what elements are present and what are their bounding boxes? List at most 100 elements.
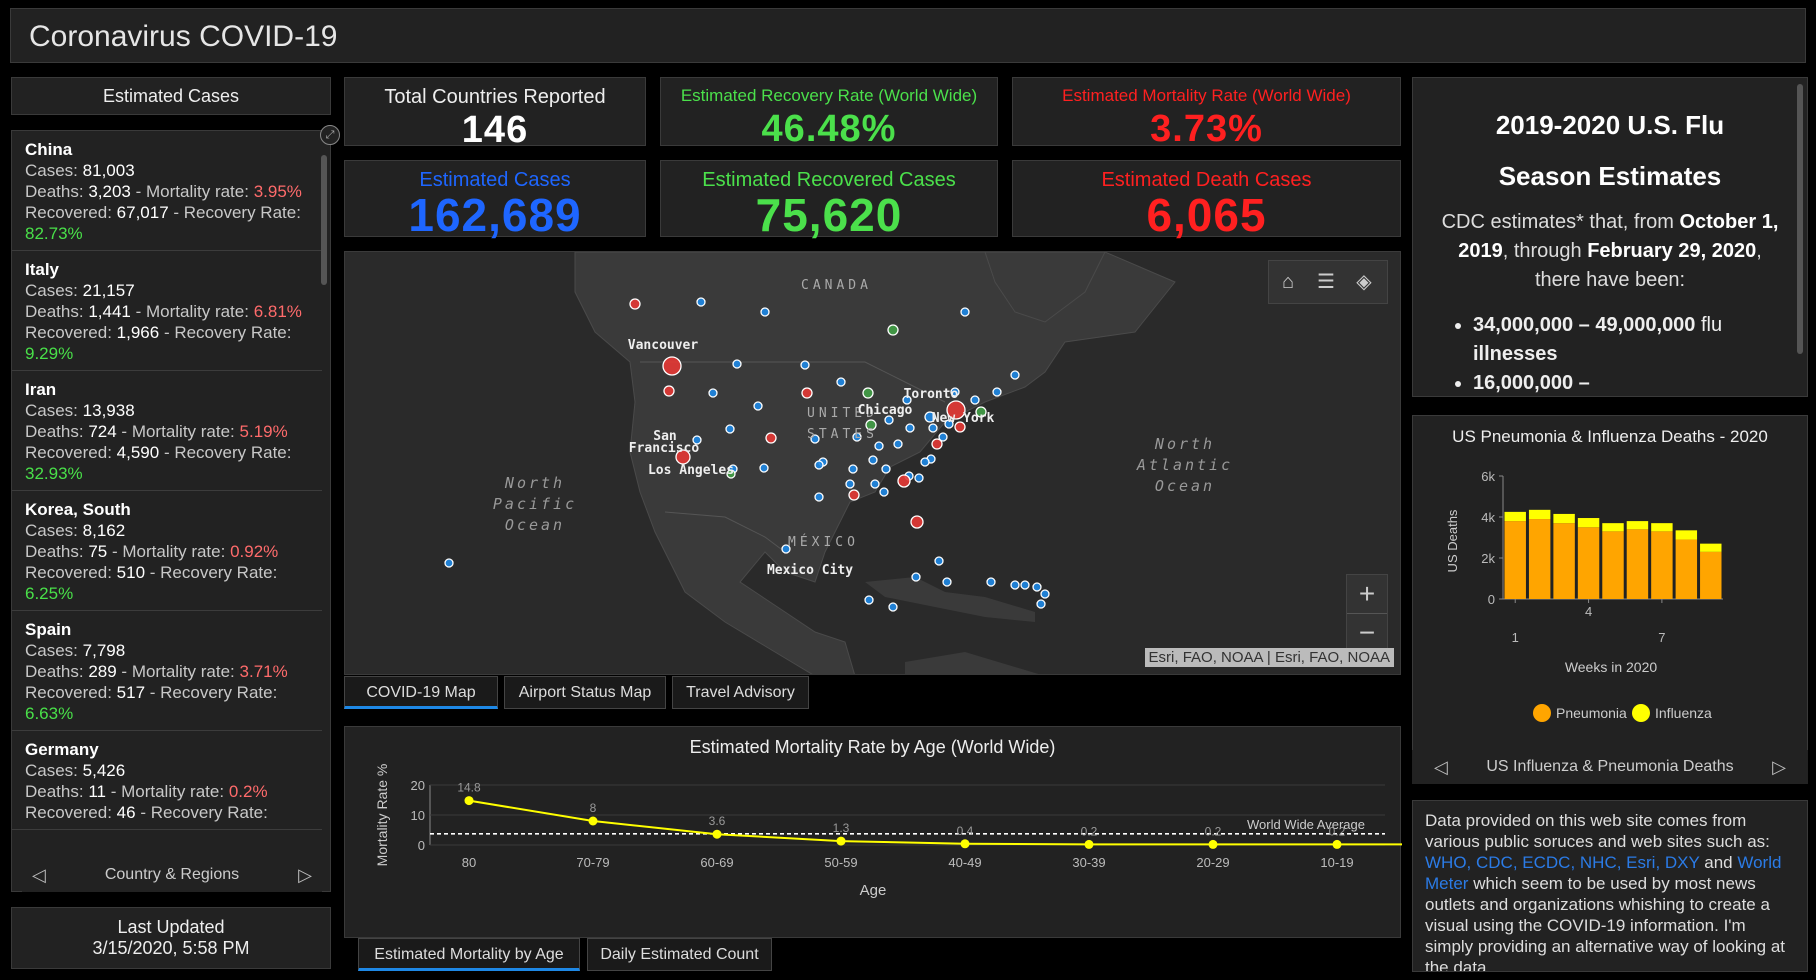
- country-deaths: Deaths: 289 - Mortality rate: 3.71%: [25, 662, 288, 681]
- zoom-in-button[interactable]: +: [1358, 578, 1376, 609]
- mortality-label: Mortality rate:: [121, 782, 225, 801]
- recovered-label: Recovered:: [25, 683, 112, 702]
- mortality-label: Mortality rate:: [131, 422, 235, 441]
- flu-scrollbar[interactable]: [1797, 84, 1803, 354]
- source-links[interactable]: WHO, CDC, ECDC, NHC, Esri, DXY: [1425, 853, 1700, 872]
- stat-label: Estimated Recovered Cases: [702, 169, 956, 191]
- next-chart-icon[interactable]: ▷: [1772, 757, 1786, 777]
- country-list[interactable]: China Cases: 81,003 Deaths: 3,203 - Mortal…: [11, 130, 331, 892]
- city-label: Toronto: [904, 387, 959, 402]
- case-marker: [864, 595, 874, 605]
- case-marker: [801, 387, 813, 399]
- next-page-icon[interactable]: ▷: [298, 865, 312, 885]
- country-label: CANADA: [801, 278, 872, 293]
- recovery-value: 82.73%: [25, 224, 83, 243]
- covid-map[interactable]: CANADA UNITED STATES MÉXICO North Pacific Ocea…: [344, 251, 1401, 675]
- case-marker: [928, 423, 938, 433]
- case-marker: [1040, 589, 1050, 599]
- recovered-label: Recovered:: [25, 203, 112, 222]
- list-icon[interactable]: ☰: [1317, 271, 1335, 293]
- case-marker: [914, 473, 924, 483]
- country-item[interactable]: Korea, South Cases: 8,162 Deaths: 75 - Mor…: [12, 491, 322, 611]
- stat-estimated-cases: Estimated Cases 162,689: [344, 160, 646, 241]
- y-tick-label: 2k: [1481, 551, 1495, 566]
- country-item[interactable]: Iran Cases: 13,938 Deaths: 724 - Mortality…: [12, 371, 322, 491]
- case-marker: [781, 544, 791, 554]
- deaths-value: 75: [88, 542, 108, 561]
- case-marker: [931, 438, 943, 450]
- land-south-america: [905, 652, 1039, 674]
- case-marker: [920, 457, 930, 467]
- case-marker: [810, 434, 820, 444]
- recovery-label: Recovery Rate:: [174, 323, 292, 342]
- deaths-label: Deaths:: [25, 662, 84, 681]
- recovered-label: Recovered:: [25, 563, 112, 582]
- cases-label: Cases:: [25, 641, 78, 660]
- recovered-label: Recovered:: [25, 443, 112, 462]
- case-marker: [897, 474, 911, 488]
- about-text: which seem to be used by most news outle…: [1425, 874, 1786, 972]
- layers-icon[interactable]: ◈: [1356, 271, 1372, 293]
- data-label: 0.2: [1081, 824, 1098, 838]
- prev-chart-icon[interactable]: ◁: [1434, 757, 1448, 777]
- case-marker: [938, 432, 948, 442]
- app-header: Coronavirus COVID-19: [10, 8, 1806, 63]
- country-item[interactable]: Spain Cases: 7,798 Deaths: 289 - Mortality…: [12, 611, 322, 731]
- country-item[interactable]: Germany Cases: 5,426 Deaths: 11 - Mortalit…: [12, 731, 322, 830]
- country-recovered: Recovered: 1,966 - Recovery Rate: 9.29%: [25, 323, 292, 363]
- tab-covid-map[interactable]: COVID-19 Map: [344, 676, 498, 709]
- pni-chart-panel: US Pneumonia & Influenza Deaths - 2020 0…: [1412, 415, 1808, 755]
- case-marker: [753, 401, 763, 411]
- x-tick-label: 50-59: [824, 855, 857, 870]
- case-marker: [814, 460, 824, 470]
- x-tick-label: 40-49: [948, 855, 981, 870]
- map-canvas[interactable]: CANADA UNITED STATES MÉXICO North Pacific Ocea…: [345, 252, 1401, 675]
- case-marker: [765, 432, 777, 444]
- deaths-value: 11: [88, 782, 106, 801]
- stat-value: 146: [461, 109, 529, 151]
- recovered-value: 510: [116, 563, 146, 582]
- case-marker: [879, 487, 889, 497]
- prev-page-icon[interactable]: ◁: [32, 865, 46, 885]
- stat-label: Estimated Death Cases: [1101, 169, 1312, 191]
- x-tick-label: 80: [462, 855, 476, 870]
- pni-chart-title: US Pneumonia & Influenza Deaths - 2020: [1452, 427, 1768, 446]
- country-recovered: Recovered: 517 - Recovery Rate: 6.63%: [25, 683, 278, 723]
- flu-intro-text: CDC estimates* that, from: [1441, 211, 1674, 233]
- ocean-label: Ocean: [505, 516, 565, 534]
- country-label: STATES: [807, 427, 878, 442]
- data-label: 3.6: [709, 814, 726, 828]
- about-text: and: [1699, 853, 1738, 872]
- mortality-label: Mortality rate:: [145, 302, 249, 321]
- country-recovered: Recovered: 46 - Recovery Rate:: [25, 803, 268, 822]
- recovered-label: Recovered:: [25, 323, 112, 342]
- home-icon[interactable]: ⌂: [1281, 271, 1295, 293]
- expand-icon[interactable]: ⤢: [320, 125, 340, 145]
- country-list-scrollbar[interactable]: [321, 155, 327, 285]
- case-marker: [696, 297, 706, 307]
- world-meter-link[interactable]: World Meter: [1425, 853, 1782, 893]
- map-toolbar: ⌂ ☰ ◈: [1268, 260, 1388, 304]
- case-marker: [1020, 580, 1030, 590]
- case-marker: [870, 479, 880, 489]
- tab-daily-estimated-count[interactable]: Daily Estimated Count: [587, 938, 772, 971]
- recovery-value: 32.93%: [25, 464, 83, 483]
- ocean-label: North: [504, 474, 565, 492]
- stat-value: 3.73%: [1150, 108, 1263, 150]
- recovery-value: 9.29%: [25, 344, 74, 363]
- country-deaths: Deaths: 724 - Mortality rate: 5.19%: [25, 422, 288, 441]
- x-tick-label: 1: [1512, 630, 1519, 645]
- tab-travel-advisory[interactable]: Travel Advisory: [672, 676, 809, 709]
- country-item[interactable]: Italy Cases: 21,157 Deaths: 1,441 - Mortal…: [12, 251, 322, 371]
- case-marker: [902, 395, 912, 405]
- pni-pager-label: US Influenza & Pneumonia Deaths: [1486, 758, 1734, 775]
- cases-label: Cases:: [25, 281, 78, 300]
- flu-intro: CDC estimates* that, from October 1, 201…: [1413, 202, 1807, 295]
- deaths-label: Deaths:: [25, 182, 84, 201]
- zoom-out-button[interactable]: −: [1347, 613, 1387, 651]
- data-point: [588, 816, 598, 826]
- tab-mortality-by-age[interactable]: Estimated Mortality by Age: [358, 938, 580, 971]
- country-item[interactable]: China Cases: 81,003 Deaths: 3,203 - Mortal…: [12, 131, 322, 251]
- about-panel: Data provided on this web site comes fro…: [1412, 800, 1808, 972]
- tab-airport-status-map[interactable]: Airport Status Map: [504, 676, 666, 709]
